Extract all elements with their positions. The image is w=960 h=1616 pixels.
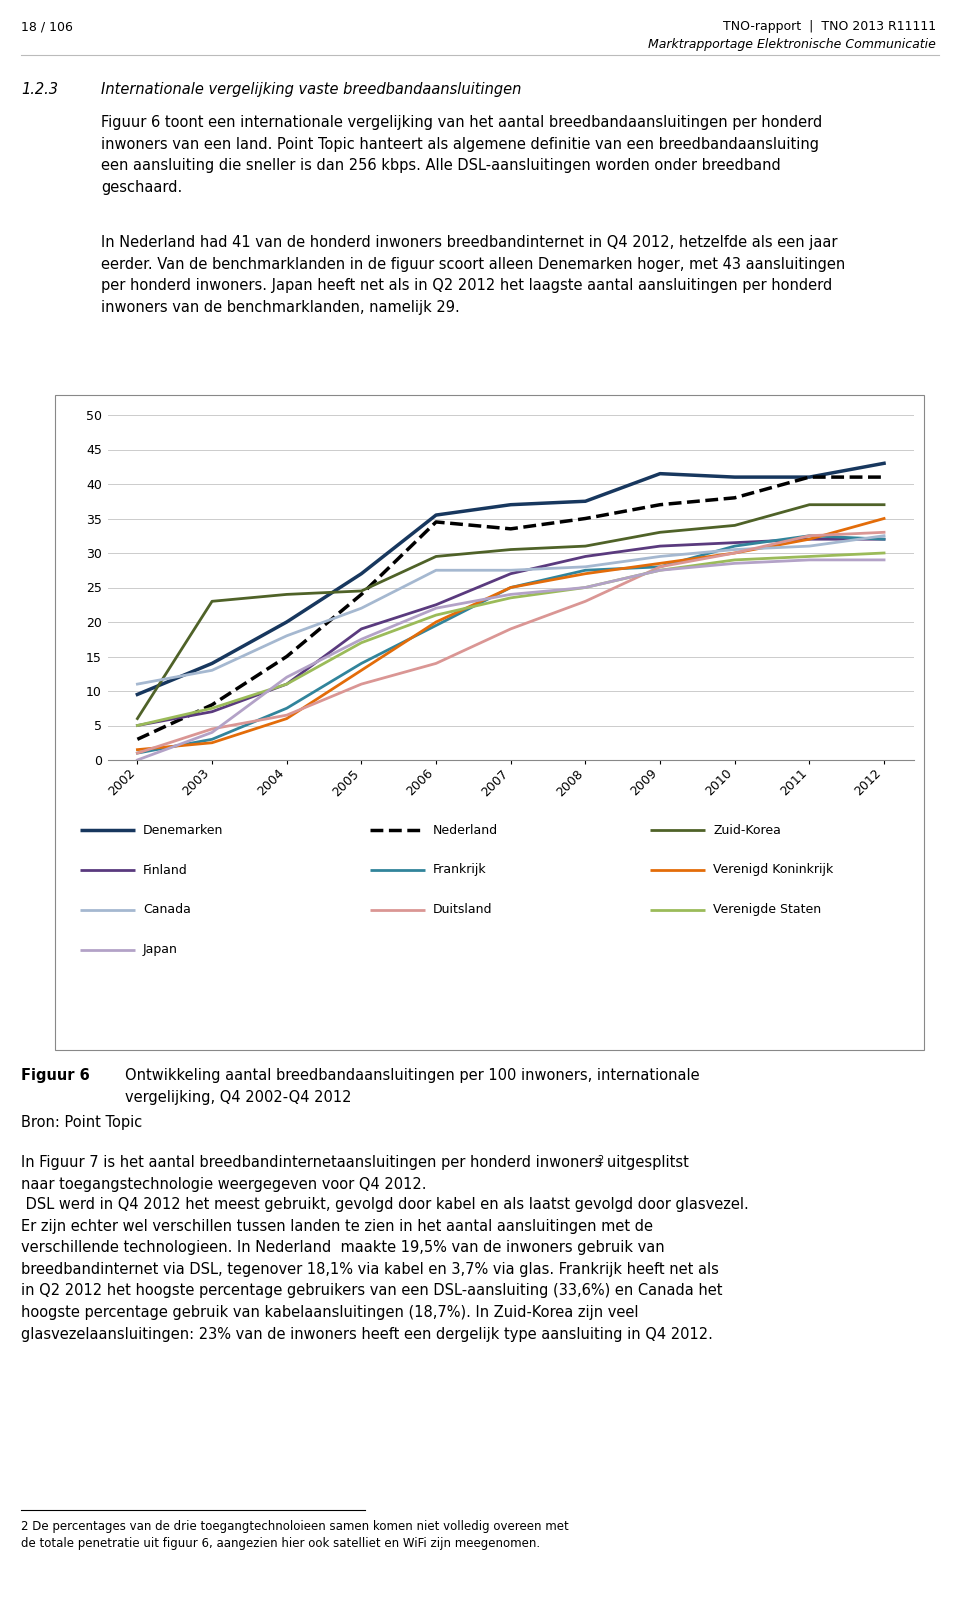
Text: Figuur 6: Figuur 6 <box>21 1068 90 1083</box>
Text: Zuid-Korea: Zuid-Korea <box>713 824 780 837</box>
Text: Frankrijk: Frankrijk <box>433 863 487 876</box>
Text: Ontwikkeling aantal breedbandaansluitingen per 100 inwoners, internationale: Ontwikkeling aantal breedbandaansluiting… <box>125 1068 700 1083</box>
Text: Figuur 6 toont een internationale vergelijking van het aantal breedbandaansluiti: Figuur 6 toont een internationale vergel… <box>101 115 822 196</box>
Text: In Figuur 7 is het aantal breedbandinternetaansluitingen per honderd inwoners ui: In Figuur 7 is het aantal breedbandinter… <box>21 1155 689 1191</box>
Text: 1.2.3: 1.2.3 <box>21 82 59 97</box>
Text: Bron: Point Topic: Bron: Point Topic <box>21 1115 142 1130</box>
Text: Marktrapportage Elektronische Communicatie: Marktrapportage Elektronische Communicat… <box>648 39 936 52</box>
Text: Denemarken: Denemarken <box>143 824 224 837</box>
Text: Verenigd Koninkrijk: Verenigd Koninkrijk <box>713 863 833 876</box>
Text: vergelijking, Q4 2002-Q4 2012: vergelijking, Q4 2002-Q4 2012 <box>125 1091 351 1105</box>
Text: DSL werd in Q4 2012 het meest gebruikt, gevolgd door kabel en als laatst gevolgd: DSL werd in Q4 2012 het meest gebruikt, … <box>21 1197 749 1341</box>
Text: Internationale vergelijking vaste breedbandaansluitingen: Internationale vergelijking vaste breedb… <box>101 82 521 97</box>
Text: Duitsland: Duitsland <box>433 903 492 916</box>
Text: 2: 2 <box>597 1155 604 1165</box>
Text: Verenigde Staten: Verenigde Staten <box>713 903 821 916</box>
Text: Finland: Finland <box>143 863 188 876</box>
Text: Nederland: Nederland <box>433 824 498 837</box>
Text: Canada: Canada <box>143 903 191 916</box>
Text: Japan: Japan <box>143 944 178 957</box>
Text: TNO-rapport  |  TNO 2013 R11111: TNO-rapport | TNO 2013 R11111 <box>723 19 936 32</box>
Text: 18 / 106: 18 / 106 <box>21 19 73 32</box>
Text: In Nederland had 41 van de honderd inwoners breedbandinternet in Q4 2012, hetzel: In Nederland had 41 van de honderd inwon… <box>101 234 845 315</box>
Text: 2 De percentages van de drie toegangtechnoloieen samen komen niet volledig overe: 2 De percentages van de drie toegangtech… <box>21 1521 569 1550</box>
